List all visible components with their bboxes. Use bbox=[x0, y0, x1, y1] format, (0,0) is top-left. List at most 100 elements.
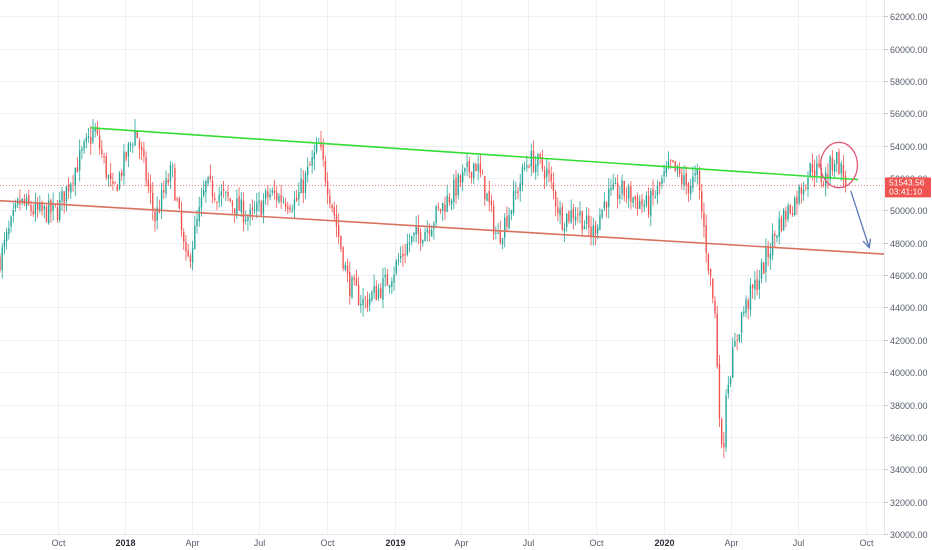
candle-body bbox=[581, 211, 583, 231]
candle-body bbox=[696, 169, 699, 175]
candle-body bbox=[689, 185, 692, 195]
candle-body bbox=[523, 168, 526, 169]
candle-body bbox=[685, 173, 687, 186]
candle-body bbox=[351, 277, 353, 299]
candle-body bbox=[56, 207, 59, 220]
candle-body bbox=[751, 284, 754, 289]
candle-body bbox=[36, 202, 39, 211]
candle-body bbox=[90, 136, 92, 144]
candle-body bbox=[189, 255, 192, 262]
candle-body bbox=[645, 195, 648, 206]
candle-body bbox=[583, 225, 586, 230]
candle-body bbox=[225, 191, 227, 193]
y-tick-label: 36000.00 bbox=[890, 433, 928, 443]
candle-body bbox=[28, 195, 30, 205]
candle-body bbox=[765, 248, 767, 273]
candle-body bbox=[771, 234, 774, 256]
candle-body bbox=[143, 149, 145, 157]
candle-body bbox=[333, 207, 335, 216]
y-tick-label: 54000.00 bbox=[890, 142, 928, 152]
candle-body bbox=[554, 191, 557, 207]
candle-body bbox=[588, 215, 590, 228]
candle-body bbox=[455, 177, 457, 196]
candle-body bbox=[568, 211, 570, 222]
candle-body bbox=[643, 204, 645, 208]
candle-body bbox=[384, 274, 386, 278]
candle-body bbox=[364, 297, 366, 299]
candle-body bbox=[543, 170, 546, 179]
candle-body bbox=[561, 207, 563, 230]
candle-body bbox=[681, 174, 683, 184]
candle-body bbox=[293, 199, 296, 210]
candle-body bbox=[663, 171, 665, 177]
candle-body bbox=[791, 212, 794, 215]
annotations bbox=[819, 141, 872, 250]
candle-body bbox=[442, 202, 444, 211]
candle-body bbox=[466, 162, 468, 167]
candle-body bbox=[838, 151, 840, 175]
candle-body bbox=[665, 167, 668, 173]
candle-body bbox=[610, 187, 612, 191]
candle-body bbox=[495, 233, 497, 234]
y-tick-label: 38000.00 bbox=[890, 401, 928, 411]
candle-body bbox=[601, 209, 603, 218]
y-tick-label: 62000.00 bbox=[890, 12, 928, 22]
y-tick-label: 60000.00 bbox=[890, 45, 928, 55]
candle-body bbox=[59, 199, 61, 221]
candle-body bbox=[419, 232, 422, 243]
candle-body bbox=[785, 211, 787, 220]
candle-body bbox=[816, 163, 818, 176]
candle-body bbox=[140, 147, 143, 151]
candle-body bbox=[446, 195, 448, 212]
candle-body bbox=[238, 196, 240, 211]
candle-body bbox=[727, 384, 730, 394]
y-tick-label: 30000.00 bbox=[890, 530, 928, 540]
candle-body bbox=[163, 190, 165, 193]
candle-body bbox=[720, 419, 723, 445]
candle-body bbox=[267, 191, 269, 198]
candle-body bbox=[185, 241, 187, 252]
candle-body bbox=[780, 217, 783, 231]
candle-body bbox=[5, 232, 8, 242]
candle-body bbox=[725, 395, 727, 448]
candle-body bbox=[315, 143, 318, 152]
candle-body bbox=[450, 200, 453, 205]
candle-body bbox=[782, 209, 785, 231]
candle-body bbox=[187, 250, 189, 257]
candle-body bbox=[156, 207, 158, 221]
candle-body bbox=[798, 186, 800, 204]
candle-body bbox=[132, 145, 134, 147]
candle-body bbox=[530, 151, 532, 167]
candle-body bbox=[570, 210, 572, 223]
candle-body bbox=[707, 254, 710, 271]
candle-body bbox=[165, 178, 167, 194]
candle-body bbox=[249, 209, 251, 217]
candle-body bbox=[289, 207, 291, 210]
candle-body bbox=[464, 167, 466, 172]
candle-body bbox=[532, 150, 535, 172]
candle-body bbox=[827, 174, 829, 179]
candle-body bbox=[457, 174, 459, 196]
y-tick-label: 32000.00 bbox=[890, 498, 928, 508]
candle-body bbox=[687, 183, 690, 194]
candle-body bbox=[743, 311, 745, 314]
price-axis-bg bbox=[884, 0, 932, 550]
candle-body bbox=[236, 198, 238, 216]
candle-body bbox=[590, 226, 592, 238]
candle-body bbox=[85, 137, 88, 142]
x-tick-label: Oct bbox=[589, 538, 604, 548]
candle-body bbox=[833, 163, 836, 172]
time-axis[interactable]: Oct 2018 Apr Jul Oct 2019 Apr Jul Oct 2020 Apr Jul O… bbox=[0, 534, 884, 549]
price-axis[interactable]: 62000.00 60000.00 58000.00 56000.00 54000.00… bbox=[884, 0, 932, 550]
candle-body bbox=[535, 164, 537, 173]
candle-body bbox=[240, 199, 242, 213]
candle-body bbox=[413, 232, 415, 236]
candle-body bbox=[282, 200, 285, 203]
candle-body bbox=[280, 194, 282, 202]
candle-body bbox=[490, 200, 493, 206]
candle-body bbox=[632, 197, 634, 203]
candle-body bbox=[439, 208, 442, 212]
candle-body bbox=[10, 216, 12, 227]
candle-body bbox=[703, 212, 705, 227]
